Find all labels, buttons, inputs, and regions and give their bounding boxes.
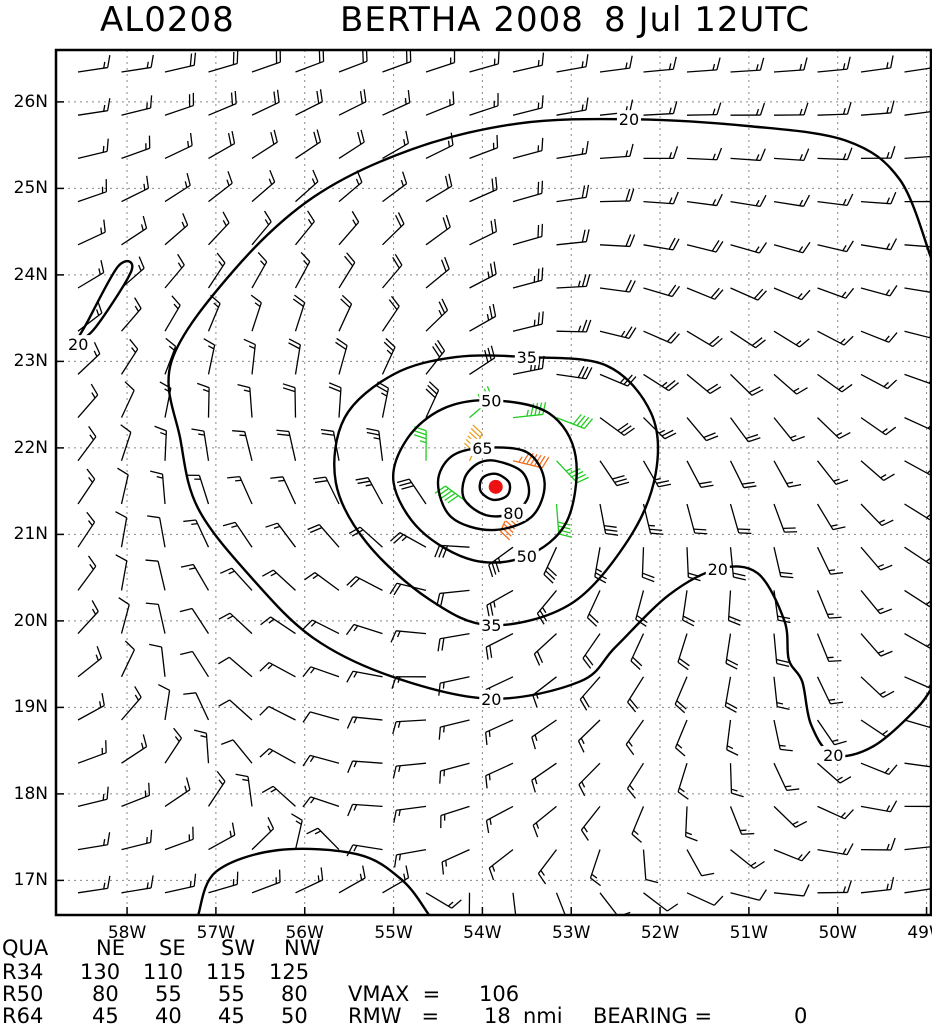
lat-label: 25N [4, 179, 54, 197]
header-sw: SW [221, 938, 255, 959]
contour-label: 20 [708, 560, 728, 579]
r50-nw: 80 [281, 984, 308, 1005]
wind-field-map: 20 20 20 20 20 35 35 50 50 65 80 [0, 0, 932, 938]
rmw-value: 18 [484, 1006, 511, 1027]
contour-label: 65 [472, 439, 492, 458]
r64-ne: 45 [92, 1006, 119, 1027]
lat-label: 26N [4, 93, 54, 111]
r64-se: 40 [155, 1006, 182, 1027]
lat-label: 19N [4, 698, 54, 716]
lat-label: 24N [4, 266, 54, 284]
lat-label: 22N [4, 439, 54, 457]
contour-label: 35 [517, 348, 537, 367]
header-ne: NE [96, 938, 125, 959]
row-r64-label: R64 [2, 1006, 43, 1027]
contour-label: 80 [503, 504, 523, 523]
lat-label: 20N [4, 612, 54, 630]
r34-nw: 125 [269, 962, 309, 983]
r34-se: 110 [143, 962, 183, 983]
wind-radii-table: QUA NE SE SW NW R34 130 110 115 125 R50 … [0, 938, 932, 1025]
r64-sw: 45 [218, 1006, 245, 1027]
contour-label: 20 [619, 110, 639, 129]
row-r50-label: R50 [2, 984, 43, 1005]
header-nw: NW [284, 938, 320, 959]
contour-label: 20 [823, 746, 843, 765]
bearing-value: 0 [794, 1006, 807, 1027]
header-se: SE [159, 938, 186, 959]
lat-label: 21N [4, 525, 54, 543]
contour-label: 50 [517, 547, 537, 566]
r34-sw: 115 [206, 962, 246, 983]
lat-label: 18N [4, 785, 54, 803]
rmw-unit: nmi [523, 1006, 563, 1027]
vmax-value: 106 [479, 984, 519, 1005]
r34-ne: 130 [80, 962, 120, 983]
lat-label: 17N [4, 871, 54, 889]
contour-label: 50 [481, 391, 501, 410]
storm-center-marker [489, 480, 503, 494]
contour-label: 20 [68, 335, 88, 354]
r64-nw: 50 [281, 1006, 308, 1027]
bearing-label: BEARING = [593, 1006, 712, 1027]
lat-label: 23N [4, 352, 54, 370]
r50-se: 55 [155, 984, 182, 1005]
r50-sw: 55 [218, 984, 245, 1005]
row-r34-label: R34 [2, 962, 43, 983]
vmax-label: VMAX = [348, 984, 440, 1005]
contour-label: 20 [481, 690, 501, 709]
r50-ne: 80 [92, 984, 119, 1005]
contour-label: 35 [481, 616, 501, 635]
header-quadrant: QUA [2, 938, 48, 959]
rmw-label: RMW = [348, 1006, 439, 1027]
